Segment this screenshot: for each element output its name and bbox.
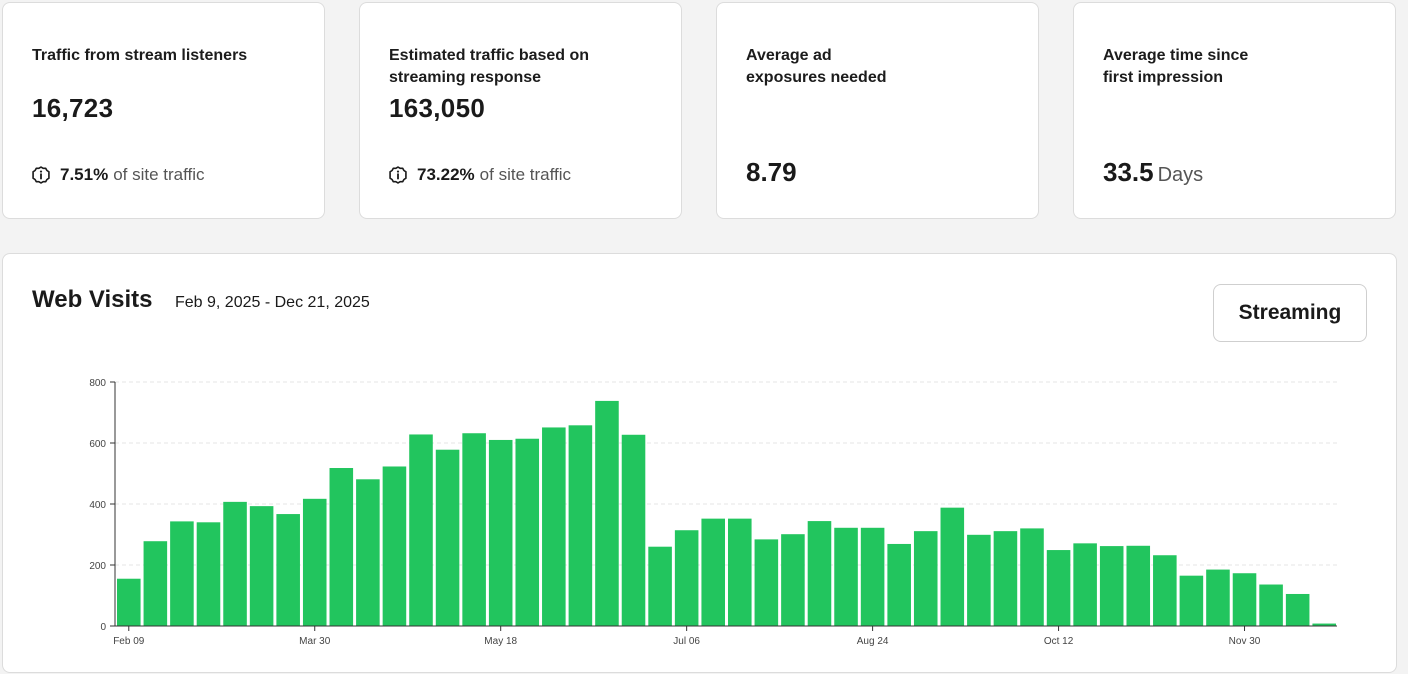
y-tick-label: 800 bbox=[89, 378, 106, 389]
kpi-value: 16,723 bbox=[32, 93, 114, 123]
y-tick-label: 200 bbox=[89, 561, 106, 572]
bar[interactable] bbox=[223, 501, 247, 626]
bar[interactable] bbox=[435, 449, 460, 626]
bar[interactable] bbox=[249, 506, 274, 626]
bar[interactable] bbox=[595, 400, 619, 626]
bar[interactable] bbox=[488, 439, 513, 626]
web-visits-card: Web Visits Feb 9, 2025 - Dec 21, 2025 St… bbox=[2, 253, 1397, 673]
web-visits-chart: 0 200 400 600 800 Feb 09 Mar 30 May 18 Jul 06 Aug… bbox=[89, 378, 1337, 647]
bar[interactable] bbox=[754, 539, 779, 626]
bar[interactable] bbox=[329, 468, 354, 626]
kpi-note-text: of site traffic bbox=[113, 165, 205, 184]
bar[interactable] bbox=[807, 521, 832, 626]
bar[interactable] bbox=[913, 531, 938, 626]
chart-title: Web Visits bbox=[32, 286, 153, 313]
bar[interactable] bbox=[1099, 546, 1124, 626]
kpi-card-time-since-impression: Average time since first impression 33.5… bbox=[1073, 2, 1396, 219]
x-tick-label: Aug 24 bbox=[857, 636, 889, 647]
kpi-note: 7.51% of site traffic bbox=[32, 165, 205, 185]
kpi-note-text: of site traffic bbox=[479, 165, 572, 184]
bar[interactable] bbox=[1073, 543, 1097, 626]
bar[interactable] bbox=[1020, 528, 1044, 626]
bar[interactable] bbox=[1179, 575, 1204, 626]
kpi-unit: Days bbox=[1157, 164, 1204, 186]
streaming-button[interactable]: Streaming bbox=[1213, 284, 1367, 342]
bar[interactable] bbox=[568, 425, 593, 626]
bar[interactable] bbox=[515, 438, 540, 626]
kpi-title: Estimated traffic based on streaming res… bbox=[389, 47, 590, 86]
bar[interactable] bbox=[860, 527, 885, 626]
bar[interactable] bbox=[170, 521, 194, 626]
kpi-value-wrap: 33.5 Days bbox=[1103, 157, 1203, 188]
bar[interactable] bbox=[302, 498, 327, 626]
bar[interactable] bbox=[117, 578, 141, 626]
bar[interactable] bbox=[993, 531, 1018, 626]
kpi-value: 163,050 bbox=[389, 93, 486, 123]
x-tick-label: Feb 09 bbox=[113, 636, 145, 647]
kpi-title: Average ad exposures needed bbox=[746, 47, 887, 86]
date-range: Feb 9, 2025 - Dec 21, 2025 bbox=[175, 294, 370, 311]
bar[interactable] bbox=[356, 479, 380, 626]
bar[interactable] bbox=[1126, 545, 1151, 626]
bar[interactable] bbox=[1285, 593, 1310, 626]
x-tick-label: Jul 06 bbox=[673, 636, 700, 647]
bar[interactable] bbox=[382, 466, 407, 626]
x-tick-label: May 18 bbox=[484, 636, 517, 647]
x-tick-label: Nov 30 bbox=[1229, 636, 1261, 647]
bar[interactable] bbox=[1259, 584, 1283, 626]
bar[interactable] bbox=[462, 433, 486, 626]
bar[interactable] bbox=[728, 518, 752, 626]
bar[interactable] bbox=[196, 522, 221, 626]
kpi-note-value: 73.22% bbox=[417, 165, 475, 184]
kpi-card-estimated-traffic: Estimated traffic based on streaming res… bbox=[359, 2, 682, 219]
bar[interactable] bbox=[1206, 569, 1230, 626]
y-tick-label: 600 bbox=[89, 439, 106, 450]
kpi-note: 73.22% of site traffic bbox=[389, 165, 571, 185]
chart-bars bbox=[117, 400, 1336, 626]
kpi-card-stream-listeners: Traffic from stream listeners 16,723 7.5… bbox=[2, 2, 325, 219]
bar[interactable] bbox=[648, 546, 672, 626]
x-tick-label: Oct 12 bbox=[1044, 636, 1074, 647]
kpi-value: 8.79 bbox=[746, 157, 797, 187]
y-tick-label: 400 bbox=[89, 500, 106, 511]
kpi-note-value: 7.51% bbox=[60, 165, 109, 184]
bar[interactable] bbox=[967, 534, 991, 626]
bar[interactable] bbox=[1232, 573, 1257, 626]
bar[interactable] bbox=[409, 434, 433, 626]
info-icon[interactable] bbox=[389, 166, 407, 184]
kpi-card-ad-exposures: Average ad exposures needed 8.79 bbox=[716, 2, 1039, 219]
bar[interactable] bbox=[940, 507, 965, 626]
bar[interactable] bbox=[674, 530, 699, 626]
kpi-value: 33.5 bbox=[1103, 157, 1154, 187]
bar[interactable] bbox=[542, 427, 566, 626]
info-icon[interactable] bbox=[32, 166, 50, 184]
bar[interactable] bbox=[887, 543, 911, 626]
bar[interactable] bbox=[1312, 623, 1336, 626]
kpi-title: Average time since first impression bbox=[1103, 47, 1249, 86]
chart-axes: 0 200 400 600 800 Feb 09 Mar 30 May 18 Jul 06 Aug… bbox=[89, 378, 1337, 647]
bar[interactable] bbox=[1153, 555, 1177, 626]
bar[interactable] bbox=[781, 534, 805, 626]
y-tick-label: 0 bbox=[100, 622, 106, 633]
kpi-title: Traffic from stream listeners bbox=[32, 47, 248, 64]
bar[interactable] bbox=[276, 514, 300, 626]
bar[interactable] bbox=[834, 527, 858, 626]
bar[interactable] bbox=[621, 434, 646, 626]
bar[interactable] bbox=[143, 541, 168, 626]
x-tick-label: Mar 30 bbox=[299, 636, 331, 647]
bar[interactable] bbox=[701, 518, 725, 626]
bar[interactable] bbox=[1046, 550, 1071, 626]
